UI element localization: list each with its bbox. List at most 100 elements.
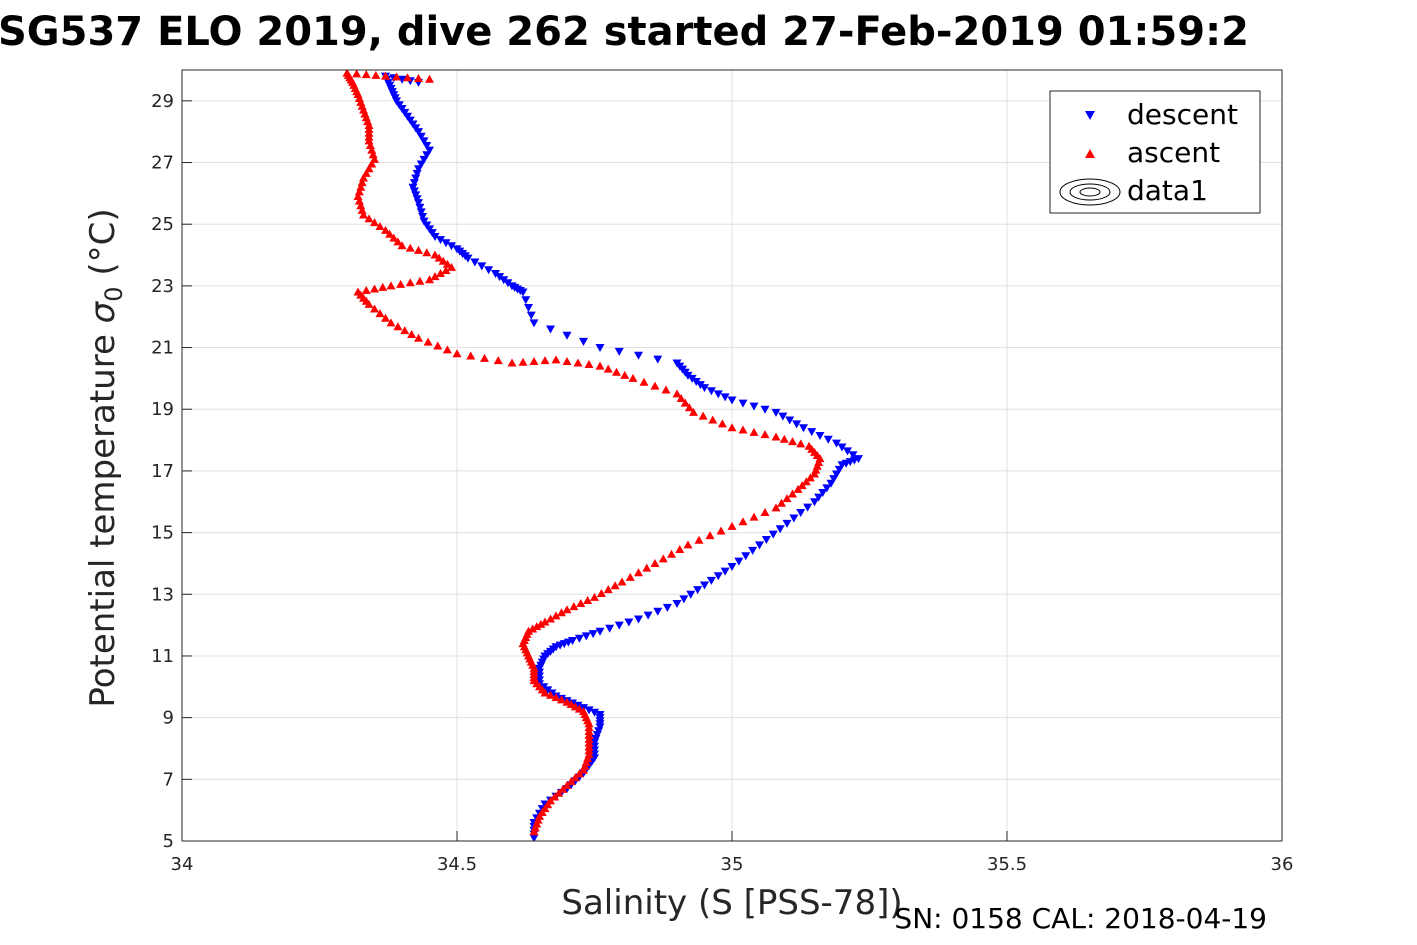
ascent-point	[610, 581, 620, 590]
ascent-point	[617, 577, 627, 586]
ascent-point	[642, 563, 652, 572]
descent-point	[581, 632, 591, 641]
descent-point	[653, 355, 663, 364]
descent-point	[447, 242, 456, 251]
ascent-point	[782, 494, 792, 503]
descent-point	[521, 296, 531, 305]
descent-point	[634, 351, 643, 360]
legend-ascent-label: ascent	[1127, 136, 1220, 169]
y-tick-label: 27	[151, 153, 174, 174]
descent-point	[539, 683, 549, 692]
ascent-point	[529, 356, 539, 365]
ascent-point	[381, 71, 390, 80]
descent-point	[727, 563, 737, 572]
ascent-point	[708, 415, 718, 424]
descent-point	[452, 245, 462, 254]
ascent-point	[628, 373, 638, 382]
descent-point	[789, 514, 799, 523]
ascent-point	[684, 403, 694, 412]
ascent-point	[361, 286, 371, 295]
ascent-point	[573, 358, 583, 367]
ascent-point	[717, 419, 727, 428]
ascent-point	[639, 377, 649, 386]
descent-point	[803, 503, 813, 512]
descent-point	[526, 311, 536, 320]
descent-point	[720, 567, 730, 576]
ascent-point	[569, 602, 579, 611]
descent-point	[727, 396, 737, 405]
ascent-point	[365, 141, 375, 150]
ascent-point	[727, 423, 737, 432]
ascent-point	[371, 70, 381, 79]
ascent-point	[480, 353, 489, 362]
ascent-point	[381, 313, 390, 322]
descent-point	[832, 439, 841, 448]
ascent-point	[405, 243, 415, 252]
calibration-footer: SN: 0158 CAL: 2018-04-19	[894, 902, 1267, 935]
ascent-point	[738, 425, 748, 434]
descent-point	[749, 402, 759, 411]
y-tick-label: 29	[151, 91, 174, 112]
y-tick-label: 9	[163, 708, 174, 729]
ascent-point	[562, 605, 572, 614]
ascent-point	[425, 275, 434, 284]
y-tick-label: 5	[163, 831, 174, 852]
y-tick-label: 13	[151, 584, 174, 605]
descent-point	[605, 624, 615, 633]
descent-point	[760, 405, 770, 414]
ascent-point	[370, 154, 379, 163]
ascent-point	[368, 150, 378, 159]
y-tick-label: 25	[151, 214, 174, 235]
ascent-point	[576, 599, 586, 608]
ascent-point	[353, 191, 363, 200]
axis-ticks: 34 34.5 35 35.5 36 5 7 9 11 13 15 17 19 21 23 25 27 29	[151, 91, 1293, 875]
descent-point	[720, 393, 730, 402]
x-tick-label: 34.5	[437, 854, 477, 875]
descent-point	[643, 611, 653, 620]
ascent-point	[579, 706, 588, 715]
descent-point	[653, 607, 663, 616]
ascent-point	[414, 245, 423, 254]
descent-point	[815, 431, 825, 440]
ascent-point	[698, 411, 708, 420]
ascent-point	[370, 218, 379, 227]
x-tick-label: 36	[1271, 854, 1294, 875]
ascent-point	[557, 695, 566, 704]
ascent-point	[433, 341, 443, 350]
descent-point	[785, 416, 795, 425]
ascent-point	[788, 437, 797, 446]
grid-lines	[181, 70, 1283, 842]
legend-descent-marker	[1085, 111, 1095, 120]
ascent-point	[777, 498, 786, 507]
descent-point	[695, 381, 705, 390]
ascent-point	[680, 398, 690, 407]
ascent-point	[353, 287, 363, 296]
descent-point	[614, 621, 624, 630]
ascent-point	[375, 222, 385, 231]
descent-point	[748, 546, 758, 555]
descent-point	[782, 519, 792, 528]
descent-point	[419, 217, 429, 226]
descent-point	[568, 637, 577, 646]
descent-point	[807, 428, 817, 437]
ascent-point	[612, 367, 621, 376]
ascent-point	[620, 370, 630, 379]
descent-point	[854, 455, 863, 464]
ascent-point	[356, 182, 366, 191]
descent-point	[771, 408, 781, 417]
ascent-point	[694, 535, 704, 544]
ascent-point	[749, 512, 759, 521]
descent-point	[768, 530, 778, 539]
descent-point	[700, 581, 709, 590]
descent-point	[775, 525, 785, 534]
descent-point	[409, 179, 419, 188]
descent-point	[412, 169, 422, 178]
descent-point	[738, 399, 748, 408]
ascent-point	[716, 526, 726, 535]
ascent-point	[422, 248, 432, 257]
ascent-point	[676, 393, 686, 402]
ascent-point	[705, 531, 715, 540]
descent-point	[799, 424, 808, 433]
ascent-point	[361, 168, 371, 177]
ascent-point	[546, 690, 555, 699]
